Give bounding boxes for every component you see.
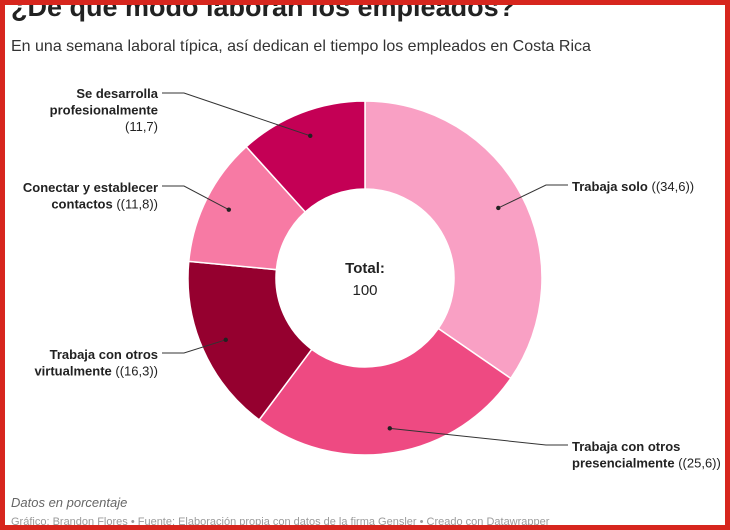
chart-subtitle: En una semana laboral típica, así dedica… [11,38,591,55]
leader-dot-2 [387,426,392,431]
center-total-value: 100 [352,282,377,299]
leader-dot-5 [308,133,313,139]
slice-label-2: Trabaja con otros presencialmente ((25,6)… [572,439,721,471]
donut-slice-1 [364,100,543,380]
leader-line-5 [162,92,311,137]
chart-title: ¿De que modo laboran los empleados? [11,0,516,22]
slice-label-4: Conectar y establecer contactos ((11,8)) [23,180,158,212]
slice-label-3: Trabaja con otros virtualmente ((16,3)) [34,347,158,379]
center-total-label: Total: [345,260,385,277]
leader-line-2 [389,427,568,446]
leader-dot-1 [496,205,501,211]
leader-line-4 [162,185,230,211]
leader-dot-4 [226,207,232,212]
slice-label-1: Trabaja solo ((34,6)) [572,179,694,194]
donut-slice-2 [258,327,512,456]
credits-line: Gráfico: Brandon Flores • Fuente: Elabor… [11,516,550,528]
leader-line-3 [162,339,226,354]
leader-dot-3 [223,337,228,343]
units-note: Datos en porcentaje [11,495,128,510]
donut-slice-3 [187,260,313,421]
slice-label-5: Se desarrolla profesionalmente (11,7) [50,86,159,134]
leader-line-1 [498,184,568,209]
